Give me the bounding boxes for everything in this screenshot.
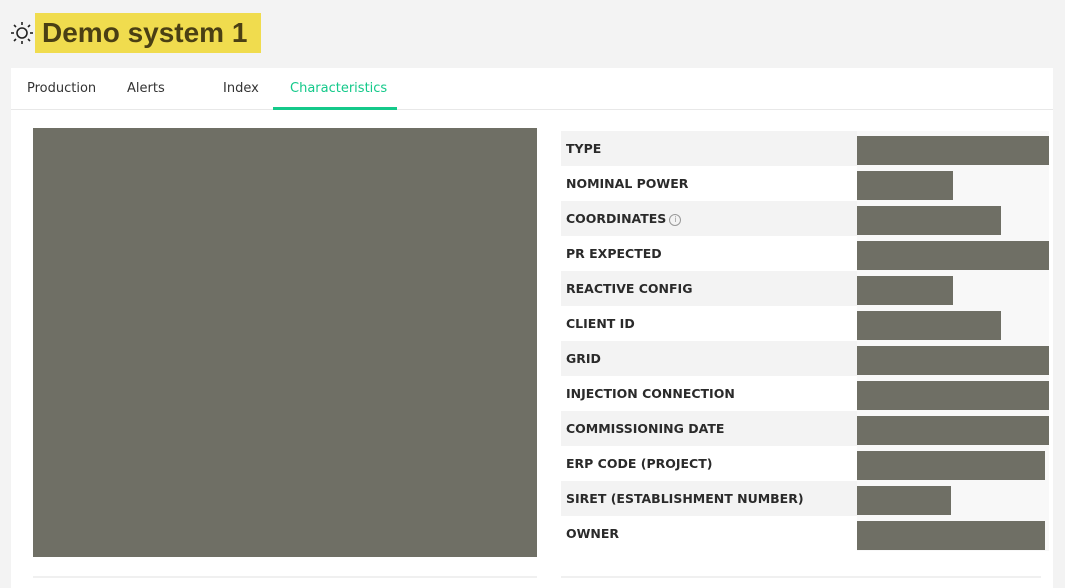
- characteristic-label: SIRET (ESTABLISHMENT NUMBER): [566, 491, 804, 506]
- tab-characteristics[interactable]: Characteristics: [290, 81, 388, 96]
- redacted-value: [857, 381, 1049, 410]
- characteristic-label: INJECTION CONNECTION: [566, 386, 735, 401]
- label-text: GRID: [566, 351, 601, 366]
- redacted-value: [857, 276, 953, 305]
- characteristic-label: COMMISSIONING DATE: [566, 421, 724, 436]
- label-text: ERP CODE (PROJECT): [566, 456, 713, 471]
- redacted-value: [857, 171, 953, 200]
- characteristic-label: TYPE: [566, 141, 601, 156]
- characteristic-row: COORDINATES i: [561, 201, 1049, 236]
- characteristic-label: ERP CODE (PROJECT): [566, 456, 712, 471]
- characteristic-label: REACTIVE CONFIG: [566, 281, 692, 296]
- characteristic-value: [857, 516, 1049, 551]
- label-text: COORDINATES: [566, 211, 667, 226]
- characteristic-value: [857, 131, 1049, 166]
- characteristic-row: TYPE: [561, 131, 1049, 166]
- redacted-value: [857, 206, 1001, 235]
- label-text: COMMISSIONING DATE: [566, 421, 725, 436]
- characteristic-value: [857, 306, 1049, 341]
- characteristic-row: GRID: [561, 341, 1049, 376]
- characteristic-label: CLIENT ID: [566, 316, 635, 331]
- characteristic-row: SIRET (ESTABLISHMENT NUMBER): [561, 481, 1049, 516]
- characteristic-label: GRID: [566, 351, 601, 366]
- label-text: NOMINAL POWER: [566, 176, 689, 191]
- characteristic-value: [857, 201, 1049, 236]
- characteristic-value: [857, 236, 1049, 271]
- info-icon[interactable]: i: [669, 213, 682, 226]
- active-tab-indicator: [273, 107, 397, 110]
- divider: [33, 576, 537, 578]
- characteristic-value: [857, 271, 1049, 306]
- divider: [561, 576, 1041, 578]
- characteristic-row: OWNER: [561, 516, 1049, 551]
- characteristic-value: [857, 166, 1049, 201]
- characteristics-table: TYPE NOMINAL POWER COORDINATES i PR EXPECTED…: [561, 131, 1049, 551]
- characteristic-row: REACTIVE CONFIG: [561, 271, 1049, 306]
- tab-bar: Production Alerts Index Characteristics: [11, 68, 1053, 110]
- tab-alerts[interactable]: Alerts: [127, 81, 165, 96]
- label-text: PR EXPECTED: [566, 246, 662, 261]
- characteristic-value: [857, 376, 1049, 411]
- redacted-value: [857, 416, 1049, 445]
- characteristic-value: [857, 446, 1049, 481]
- label-text: SIRET (ESTABLISHMENT NUMBER): [566, 491, 804, 506]
- characteristic-value: [857, 481, 1049, 516]
- tab-index[interactable]: Index: [223, 81, 259, 96]
- characteristic-label: OWNER: [566, 526, 619, 541]
- characteristic-value: [857, 341, 1049, 376]
- redacted-value: [857, 346, 1049, 375]
- redacted-value: [857, 451, 1045, 480]
- characteristic-row: COMMISSIONING DATE: [561, 411, 1049, 446]
- redacted-value: [857, 136, 1049, 165]
- characteristic-label: PR EXPECTED: [566, 246, 662, 261]
- label-text: TYPE: [566, 141, 602, 156]
- characteristic-value: [857, 411, 1049, 446]
- label-text: CLIENT ID: [566, 316, 635, 331]
- characteristic-row: INJECTION CONNECTION: [561, 376, 1049, 411]
- characteristic-row: PR EXPECTED: [561, 236, 1049, 271]
- redacted-value: [857, 311, 1001, 340]
- system-image-redacted: [33, 128, 537, 557]
- characteristic-row: CLIENT ID: [561, 306, 1049, 341]
- characteristic-row: NOMINAL POWER: [561, 166, 1049, 201]
- characteristic-label: NOMINAL POWER: [566, 176, 688, 191]
- label-text: REACTIVE CONFIG: [566, 281, 693, 296]
- page-header: Demo system 1: [9, 13, 262, 53]
- content-card: Production Alerts Index Characteristics …: [11, 68, 1053, 588]
- page-title: Demo system 1: [35, 13, 262, 53]
- characteristic-row: ERP CODE (PROJECT): [561, 446, 1049, 481]
- redacted-value: [857, 486, 951, 515]
- tab-production[interactable]: Production: [27, 81, 97, 96]
- sun-icon: [11, 22, 33, 44]
- redacted-value: [857, 241, 1049, 270]
- label-text: OWNER: [566, 526, 620, 541]
- redacted-value: [857, 521, 1045, 550]
- label-text: INJECTION CONNECTION: [566, 386, 735, 401]
- characteristic-label: COORDINATES i: [566, 211, 682, 226]
